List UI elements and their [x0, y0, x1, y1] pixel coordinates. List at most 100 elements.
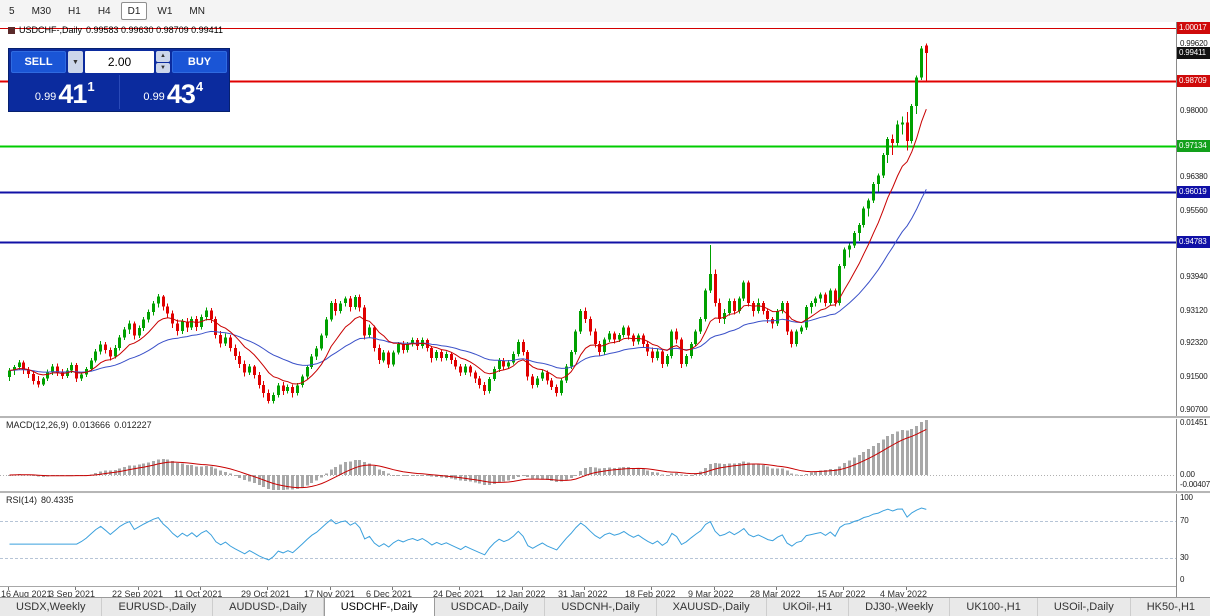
- price-tick-label: 0.93120: [1180, 306, 1208, 315]
- date-tick-label: 17 Nov 2021: [304, 589, 356, 599]
- sell-button[interactable]: SELL: [11, 51, 66, 73]
- macd-pane[interactable]: MACD(12,26,9) 0.013666 0.012227: [0, 418, 1176, 491]
- chart-tab-audusd-daily[interactable]: AUDUSD-,Daily: [213, 598, 324, 616]
- timeframe-button-m30[interactable]: M30: [31, 5, 52, 17]
- price-level-tag: 0.96019: [1177, 186, 1210, 198]
- date-tick-label: 18 Feb 2022: [625, 589, 676, 599]
- date-tick-label: 11 Oct 2021: [174, 589, 223, 599]
- chart-tab-usdx-weekly[interactable]: USDX,Weekly: [0, 598, 103, 616]
- date-tick-label: 6 Dec 2021: [366, 589, 413, 599]
- date-tick-label: 22 Sep 2021: [112, 589, 164, 599]
- timeframe-button-group: 5 M30 H1 H4 D1 W1 MN: [0, 2, 212, 20]
- chart-title: USDCHF-,Daily 0.99583 0.99630 0.98709 0.…: [8, 25, 223, 35]
- macd-indicator-label: MACD(12,26,9) 0.013666 0.012227: [6, 420, 156, 430]
- buy-price-button[interactable]: 0.99 43 4: [120, 75, 228, 109]
- price-level-tag: 0.94783: [1177, 236, 1210, 248]
- volume-spin-down[interactable]: ▼: [156, 62, 170, 73]
- timeframe-button-w1[interactable]: W1: [157, 5, 173, 17]
- price-level-tag: 0.98709: [1177, 75, 1210, 87]
- pane-separator[interactable]: [0, 416, 1210, 419]
- price-level-tag: 1.00017: [1177, 22, 1210, 34]
- chart-region: USDCHF-,Daily 0.99583 0.99630 0.98709 0.…: [0, 22, 1210, 599]
- volume-spinner: ▲ ▼: [156, 51, 170, 73]
- price-level-tag: 0.97134: [1177, 140, 1210, 152]
- time-axis-tick: [459, 587, 460, 590]
- timeframe-button-5[interactable]: 5: [9, 5, 15, 17]
- time-axis-tick: [651, 587, 652, 590]
- timeframe-button-h1[interactable]: H1: [68, 5, 81, 17]
- time-axis-tick: [843, 587, 844, 590]
- pane-separator[interactable]: [0, 491, 1210, 494]
- date-tick-label: 15 Apr 2022: [817, 589, 866, 599]
- chart-icon: [8, 26, 15, 34]
- time-axis-tick: [906, 587, 907, 590]
- date-tick-label: 29 Oct 2021: [241, 589, 291, 599]
- chart-tab-usdcad-daily[interactable]: USDCAD-,Daily: [435, 598, 546, 616]
- rsi-axis-label: 100: [1180, 493, 1193, 502]
- time-axis[interactable]: 16 Aug 2021 3 Sep 2021 22 Sep 2021 11 Oct 2…: [0, 586, 1176, 599]
- time-axis-tick: [138, 587, 139, 590]
- macd-axis-label: 0.01451: [1180, 418, 1208, 427]
- candlestick-chart[interactable]: [0, 22, 1176, 416]
- time-axis-tick: [584, 587, 585, 590]
- rsi-indicator-label: RSI(14) 80.4335: [6, 495, 78, 505]
- time-axis-tick: [8, 587, 9, 590]
- time-axis-tick: [522, 587, 523, 590]
- buy-price-prefix: 0.99: [143, 91, 165, 103]
- chart-tab-usoil-daily[interactable]: USOil-,Daily: [1038, 598, 1131, 616]
- volume-field: [85, 51, 154, 73]
- chart-tab-eurusd-daily[interactable]: EURUSD-,Daily: [102, 598, 214, 616]
- price-tick-label: 0.93940: [1180, 272, 1208, 281]
- chart-tab-hk50-h1[interactable]: HK50-,H1: [1131, 598, 1210, 616]
- chart-tab-usdchf-daily[interactable]: USDCHF-,Daily: [323, 598, 435, 616]
- main-price-pane[interactable]: USDCHF-,Daily 0.99583 0.99630 0.98709 0.…: [0, 22, 1176, 416]
- timeframe-button-mn[interactable]: MN: [189, 5, 205, 17]
- rsi-value: 80.4335: [41, 495, 74, 505]
- time-axis-tick: [200, 587, 201, 590]
- macd-value-signal: 0.012227: [114, 420, 152, 430]
- date-tick-label: 31 Jan 2022: [558, 589, 608, 599]
- macd-chart[interactable]: [0, 418, 1176, 491]
- price-tick-label: 0.99620: [1180, 39, 1208, 48]
- price-tick-label: 0.91500: [1180, 372, 1208, 381]
- chart-tab-xauusd-daily[interactable]: XAUUSD-,Daily: [657, 598, 767, 616]
- buy-price-sup: 4: [195, 79, 204, 94]
- chart-tabbar: USDX,Weekly EURUSD-,Daily AUDUSD-,Daily USD…: [0, 597, 1210, 616]
- time-axis-tick: [267, 587, 268, 590]
- time-axis-tick: [776, 587, 777, 590]
- chart-tab-dj30-weekly[interactable]: DJ30-,Weekly: [849, 598, 951, 616]
- timeframe-button-h4[interactable]: H4: [97, 5, 111, 17]
- rsi-chart[interactable]: [0, 493, 1176, 586]
- time-axis-tick: [714, 587, 715, 590]
- volume-decrease-button[interactable]: ▼: [68, 51, 83, 73]
- sell-price-button[interactable]: 0.99 41 1: [11, 75, 120, 109]
- macd-value-main: 0.013666: [72, 420, 111, 430]
- timeframe-button-d1[interactable]: D1: [120, 2, 148, 20]
- price-tick-label: 0.98000: [1180, 106, 1208, 115]
- sell-price-big: 41: [58, 79, 87, 109]
- price-tick-label: 0.96380: [1180, 172, 1208, 181]
- date-tick-label: 9 Mar 2022: [688, 589, 734, 599]
- date-tick-label: 12 Jan 2022: [496, 589, 546, 599]
- rsi-pane[interactable]: RSI(14) 80.4335: [0, 493, 1176, 586]
- price-axis[interactable]: 0.996200.980000.971800.963800.955600.939…: [1176, 22, 1210, 598]
- date-tick-label: 4 May 2022: [880, 589, 928, 599]
- chart-tab-ukoil-h1[interactable]: UKOil-,H1: [767, 598, 850, 616]
- price-tick-label: 0.92320: [1180, 338, 1208, 347]
- macd-name: MACD(12,26,9): [6, 420, 69, 430]
- volume-input[interactable]: [85, 55, 154, 69]
- date-tick-label: 3 Sep 2021: [49, 589, 96, 599]
- price-tick-label: 0.90700: [1180, 405, 1208, 414]
- chart-tab-usdcnh-daily[interactable]: USDCNH-,Daily: [545, 598, 657, 616]
- sell-price-sup: 1: [87, 79, 95, 94]
- volume-spin-up[interactable]: ▲: [156, 51, 170, 62]
- timeframe-toolbar: 5 M30 H1 H4 D1 W1 MN: [0, 0, 1210, 23]
- buy-button[interactable]: BUY: [172, 51, 227, 73]
- time-axis-tick: [392, 587, 393, 590]
- rsi-name: RSI(14): [6, 495, 38, 505]
- one-click-trading-panel: SELL ▼ ▲ ▼ BUY 0.99 41 1: [8, 48, 230, 112]
- time-axis-tick: [330, 587, 331, 590]
- chart-tab-uk100-h1[interactable]: UK100-,H1: [950, 598, 1038, 616]
- chart-ohlc-values: 0.99583 0.99630 0.98709 0.99411: [86, 25, 223, 35]
